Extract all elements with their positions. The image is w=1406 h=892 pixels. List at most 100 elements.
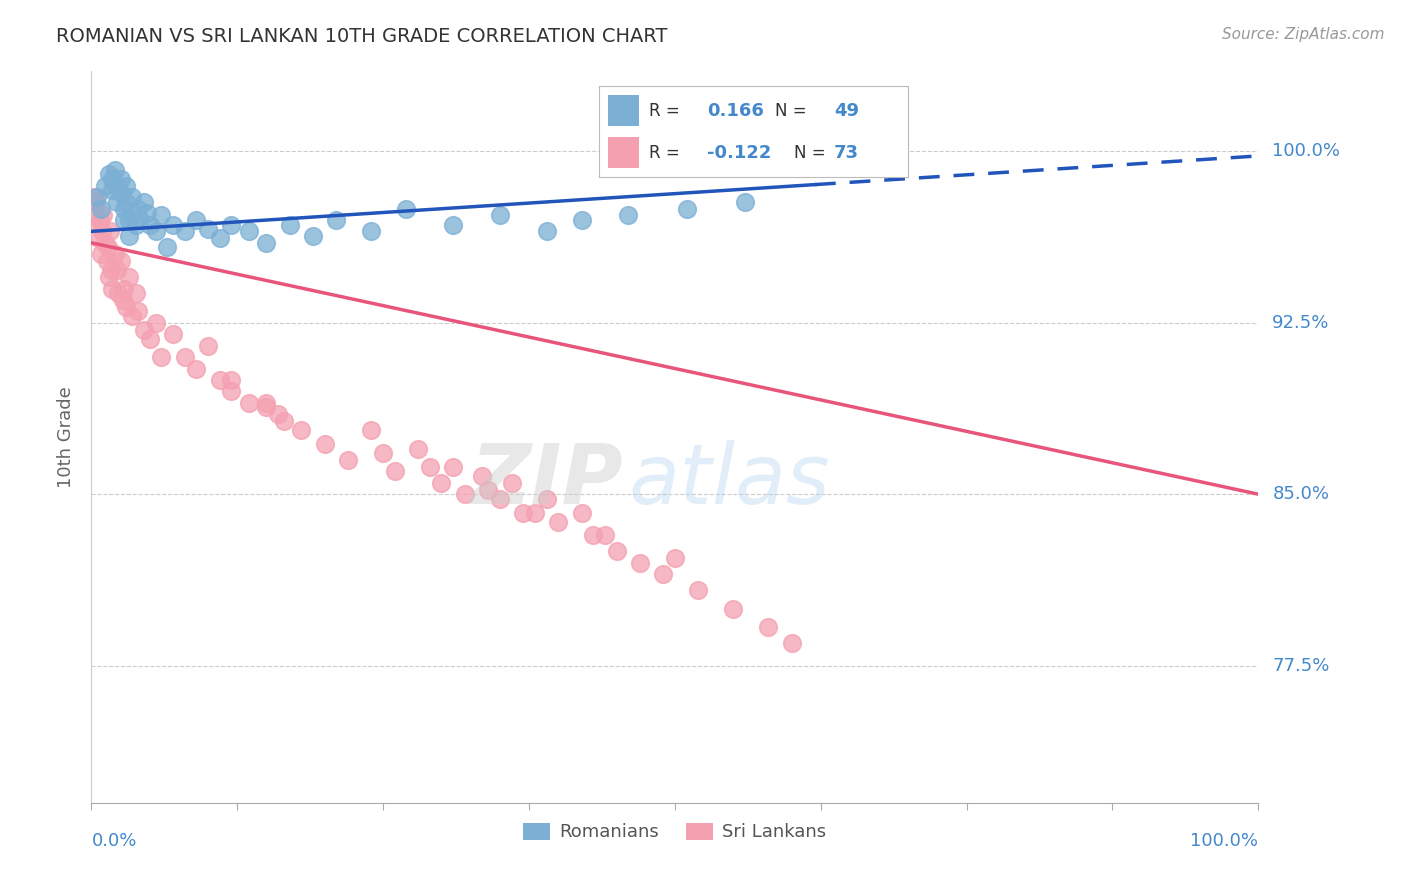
Point <box>756 620 779 634</box>
Point <box>197 338 219 352</box>
Point <box>101 281 124 295</box>
Point <box>125 286 148 301</box>
Point <box>221 218 243 232</box>
Point <box>89 213 111 227</box>
Point <box>127 304 149 318</box>
Point <box>536 491 558 506</box>
Point <box>430 475 453 490</box>
Point <box>406 442 429 456</box>
Point <box>512 506 534 520</box>
Point <box>97 240 120 254</box>
Point <box>115 300 138 314</box>
Point <box>173 350 195 364</box>
Point <box>186 213 208 227</box>
Point <box>489 491 512 506</box>
Y-axis label: 10th Grade: 10th Grade <box>58 386 76 488</box>
Point <box>278 218 301 232</box>
Point <box>734 194 756 209</box>
Point <box>132 323 155 337</box>
Point <box>90 224 112 238</box>
Point <box>110 186 132 200</box>
Point <box>138 218 162 232</box>
Legend: Romanians, Sri Lankans: Romanians, Sri Lankans <box>516 815 834 848</box>
Point <box>238 224 260 238</box>
Point <box>125 218 148 232</box>
Point <box>94 178 117 193</box>
Point <box>238 396 260 410</box>
Point <box>628 556 651 570</box>
Point <box>84 194 107 209</box>
Text: Source: ZipAtlas.com: Source: ZipAtlas.com <box>1222 27 1385 42</box>
Point <box>118 213 141 227</box>
Text: 92.5%: 92.5% <box>1272 314 1330 332</box>
Point <box>267 407 290 421</box>
Point <box>256 235 278 250</box>
Point <box>107 286 129 301</box>
Point <box>101 183 124 197</box>
Point <box>129 213 152 227</box>
Point <box>101 171 124 186</box>
Point <box>547 515 569 529</box>
Point <box>87 231 110 245</box>
Point <box>441 459 464 474</box>
Point <box>97 167 120 181</box>
Point <box>91 208 114 222</box>
Text: 77.5%: 77.5% <box>1272 657 1330 674</box>
Point <box>454 487 477 501</box>
Point <box>395 202 418 216</box>
Point <box>571 506 593 520</box>
Text: ROMANIAN VS SRI LANKAN 10TH GRADE CORRELATION CHART: ROMANIAN VS SRI LANKAN 10TH GRADE CORREL… <box>56 27 668 45</box>
Point <box>273 414 295 428</box>
Point <box>112 202 135 216</box>
Point <box>100 263 122 277</box>
Point <box>419 459 441 474</box>
Point <box>112 281 135 295</box>
Point <box>804 146 827 161</box>
Point <box>121 208 143 222</box>
Text: 0.0%: 0.0% <box>91 832 136 850</box>
Point <box>617 208 640 222</box>
Text: 85.0%: 85.0% <box>1272 485 1329 503</box>
Point <box>83 208 105 222</box>
Point <box>118 228 141 243</box>
Text: 100.0%: 100.0% <box>1272 143 1340 161</box>
Point <box>145 224 167 238</box>
Point <box>290 423 312 437</box>
Point <box>97 270 120 285</box>
Point <box>138 332 162 346</box>
Point <box>221 384 243 399</box>
Point <box>384 464 406 478</box>
Point <box>90 247 112 261</box>
Point <box>441 218 464 232</box>
Point <box>314 437 336 451</box>
Point <box>688 583 710 598</box>
Point <box>652 567 675 582</box>
Point <box>471 469 494 483</box>
Text: ZIP: ZIP <box>470 441 623 522</box>
Point <box>197 222 219 236</box>
Point <box>145 316 167 330</box>
Point <box>582 528 605 542</box>
Point <box>723 601 745 615</box>
Point <box>105 194 128 209</box>
Point <box>477 483 499 497</box>
Point <box>606 544 628 558</box>
Point <box>118 270 141 285</box>
Point <box>98 224 121 238</box>
Point <box>110 171 132 186</box>
Point <box>221 373 243 387</box>
Point <box>127 202 149 216</box>
Point <box>256 401 278 415</box>
Point <box>489 208 512 222</box>
Point <box>337 453 360 467</box>
Point <box>156 240 179 254</box>
Point <box>132 194 155 209</box>
Point <box>115 178 138 193</box>
Text: 100.0%: 100.0% <box>1191 832 1258 850</box>
Point <box>360 224 382 238</box>
Point <box>571 213 593 227</box>
Point <box>90 202 112 216</box>
Point <box>360 423 382 437</box>
Point <box>104 247 127 261</box>
Point <box>105 263 128 277</box>
